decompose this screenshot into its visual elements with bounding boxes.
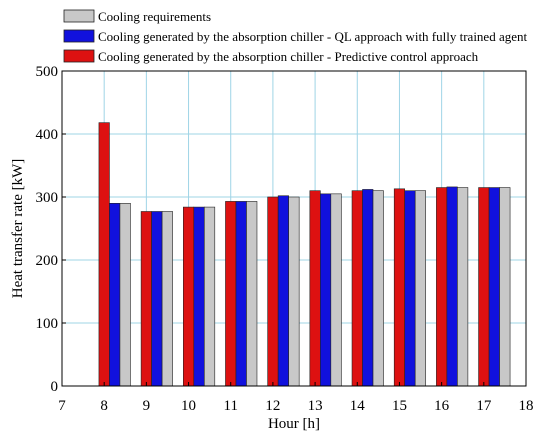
bar-group-hour-9 <box>140 211 173 387</box>
x-tick-label: 15 <box>392 398 407 414</box>
bar-requirements-hour-16 <box>457 187 469 387</box>
bar-group-hour-8 <box>98 122 131 387</box>
bar-predictive-hour-15 <box>393 188 406 387</box>
bar-predictive-hour-9 <box>140 211 152 387</box>
x-tick-labels: 7 8 9 10 11 12 13 14 15 16 17 18 <box>58 382 534 414</box>
bar-groups <box>98 122 511 387</box>
bar-requirements-hour-13 <box>330 193 342 387</box>
bar-requirements-hour-15 <box>414 190 427 387</box>
bar-group-hour-15 <box>393 188 427 387</box>
x-tick-label: 10 <box>181 398 196 414</box>
y-axis-label: Heat transfer rate [kW] <box>10 159 26 299</box>
bar-predictive-hour-17 <box>478 187 490 387</box>
bar-ql-hour-12 <box>277 195 289 387</box>
x-tick-label: 18 <box>519 398 534 414</box>
bar-requirements-hour-14 <box>372 190 384 387</box>
bar-ql-hour-8 <box>109 203 121 387</box>
x-tick-label: 7 <box>58 398 66 414</box>
bar-predictive-hour-16 <box>436 187 448 387</box>
legend-swatch <box>63 9 95 23</box>
bar-ql-hour-16 <box>446 186 458 387</box>
bar-predictive-hour-12 <box>267 196 279 387</box>
y-tick-label: 100 <box>36 316 59 332</box>
x-tick-label: 13 <box>308 398 323 414</box>
x-tick-label: 14 <box>350 398 366 414</box>
y-tick-label: 200 <box>36 253 59 269</box>
bar-group-hour-14 <box>351 189 384 387</box>
legend-label: Cooling requirements <box>98 9 211 24</box>
legend-label: Cooling generated by the absorption chil… <box>98 29 527 44</box>
bar-group-hour-11 <box>225 201 258 387</box>
plot-frame <box>61 70 527 387</box>
bar-predictive-hour-10 <box>182 206 195 387</box>
y-tick-label: 400 <box>36 127 59 143</box>
bar-predictive-hour-11 <box>225 201 237 387</box>
bar-ql-hour-9 <box>151 211 163 387</box>
x-tick-label: 12 <box>265 398 280 414</box>
legend-label: Cooling generated by the absorption chil… <box>98 49 479 64</box>
bar-requirements-hour-17 <box>499 187 511 387</box>
bar-ql-hour-11 <box>235 201 247 387</box>
legend: Cooling requirements Cooling generated by… <box>63 9 527 64</box>
bar-requirements-hour-9 <box>161 211 173 387</box>
bar-requirements-hour-10 <box>203 206 216 387</box>
y-tick-label: 300 <box>36 190 59 206</box>
x-tick-label: 17 <box>476 398 492 414</box>
bar-group-hour-10 <box>182 206 216 387</box>
bar-group-hour-13 <box>309 190 342 387</box>
bar-group-hour-17 <box>478 187 511 387</box>
legend-item: Cooling generated by the absorption chil… <box>63 49 479 64</box>
bar-ql-hour-17 <box>488 187 500 387</box>
legend-swatch <box>63 29 95 43</box>
x-tick-label: 11 <box>224 398 238 414</box>
bar-predictive-hour-8 <box>98 122 110 387</box>
legend-item: Cooling requirements <box>63 9 211 24</box>
bar-requirements-hour-11 <box>246 201 258 387</box>
bar-requirements-hour-8 <box>119 203 131 387</box>
x-tick-label: 8 <box>100 398 108 414</box>
x-tick-label: 9 <box>143 398 151 414</box>
bar-group-hour-16 <box>436 186 469 387</box>
bar-predictive-hour-14 <box>351 190 363 387</box>
legend-item: Cooling generated by the absorption chil… <box>63 29 527 44</box>
legend-swatch <box>63 49 95 63</box>
x-tick-label: 16 <box>434 398 450 414</box>
bar-group-hour-12 <box>267 195 300 387</box>
bar-ql-hour-14 <box>362 189 374 387</box>
bar-requirements-hour-12 <box>288 196 300 387</box>
x-axis-label: Hour [h] <box>268 416 320 432</box>
y-tick-label: 0 <box>51 379 59 395</box>
bar-ql-hour-13 <box>320 193 332 387</box>
y-tick-label: 500 <box>36 64 59 80</box>
bar-ql-hour-10 <box>193 206 205 387</box>
bar-predictive-hour-13 <box>309 190 321 387</box>
bar-ql-hour-15 <box>404 190 416 387</box>
y-tick-labels: 0 100 200 300 400 500 <box>36 64 66 395</box>
